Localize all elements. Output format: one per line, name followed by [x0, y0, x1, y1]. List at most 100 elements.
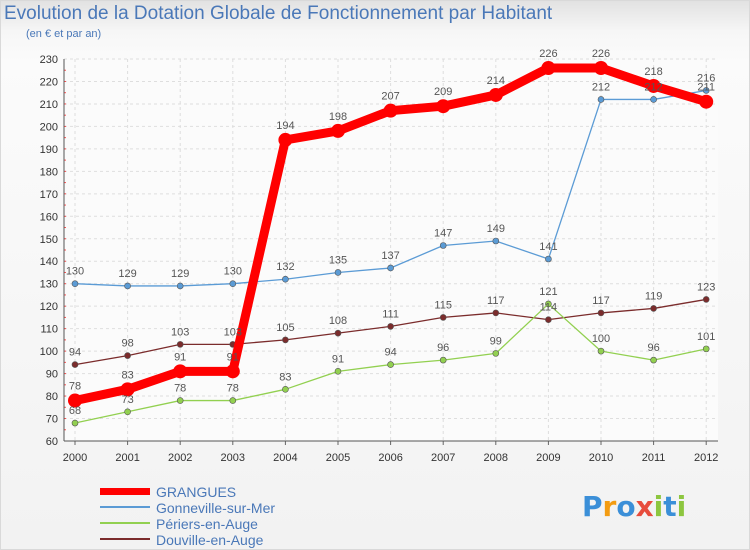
x-tick-label: 2001 — [115, 452, 139, 464]
data-label: 218 — [644, 66, 662, 78]
data-label: 117 — [592, 295, 610, 307]
data-point — [439, 242, 447, 249]
data-label: 130 — [66, 266, 84, 278]
y-tick-label: 190 — [40, 144, 58, 156]
data-label: 94 — [384, 347, 396, 359]
data-point — [229, 280, 237, 288]
data-point — [387, 361, 394, 368]
data-label: 91 — [174, 351, 186, 363]
y-tick-label: 100 — [40, 346, 58, 358]
data-label: 98 — [121, 338, 133, 350]
data-label: 198 — [329, 111, 347, 123]
data-label: 123 — [697, 281, 715, 293]
data-label: 96 — [437, 342, 449, 354]
legend-swatch — [100, 488, 150, 495]
data-label: 209 — [434, 86, 452, 98]
y-tick-label: 80 — [46, 391, 58, 403]
y-tick-label: 60 — [46, 436, 58, 448]
logo-letter: i — [676, 490, 687, 523]
data-point — [439, 356, 447, 364]
data-point — [702, 345, 710, 353]
data-point — [439, 314, 447, 321]
data-point — [68, 393, 82, 408]
x-tick-label: 2012 — [694, 452, 718, 464]
legend-swatch — [100, 538, 150, 540]
logo-letter: o — [616, 490, 636, 523]
x-tick-label: 2009 — [536, 452, 560, 464]
x-tick-label: 2006 — [378, 452, 402, 464]
data-point — [278, 132, 293, 147]
data-label: 100 — [592, 333, 610, 345]
data-point — [702, 87, 710, 94]
data-label: 137 — [381, 250, 399, 262]
x-tick-label: 2008 — [484, 452, 508, 464]
legend-item-grangues: GRANGUES — [100, 484, 360, 500]
data-label: 226 — [539, 48, 557, 60]
data-point — [176, 341, 184, 348]
data-label: 194 — [276, 120, 294, 132]
data-point — [334, 269, 342, 276]
x-tick-label: 2005 — [326, 452, 350, 464]
data-point — [597, 347, 605, 355]
legend-item-periers: Périers-en-Auge — [100, 516, 360, 532]
logo-letter: t — [663, 490, 677, 523]
data-point — [383, 103, 398, 118]
data-label: 119 — [645, 290, 663, 302]
data-label: 111 — [382, 308, 399, 320]
data-point — [225, 364, 240, 379]
data-point — [545, 255, 552, 263]
data-point — [650, 305, 657, 312]
y-tick-label: 220 — [40, 76, 58, 88]
data-label: 226 — [592, 48, 610, 60]
x-tick-label: 2004 — [273, 452, 297, 464]
y-tick-label: 230 — [40, 54, 58, 66]
data-label: 207 — [381, 91, 399, 103]
data-point — [594, 60, 608, 75]
data-point — [492, 237, 500, 245]
legend-swatch — [100, 506, 150, 508]
data-label: 132 — [276, 261, 294, 273]
data-label: 73 — [121, 394, 133, 406]
data-point — [699, 94, 714, 109]
data-point — [492, 350, 500, 357]
data-point — [488, 87, 503, 102]
logo-letter: r — [602, 490, 617, 523]
legend-label: GRANGUES — [156, 484, 237, 500]
data-label: 83 — [279, 371, 291, 383]
data-point — [173, 364, 188, 379]
x-tick-label: 2002 — [168, 452, 192, 464]
data-label: 149 — [487, 223, 505, 235]
data-point — [597, 96, 605, 103]
proxiti-logo: Proxiti — [582, 490, 686, 523]
data-label: 129 — [171, 268, 189, 280]
data-point — [71, 280, 79, 288]
data-point — [545, 300, 552, 308]
data-point — [650, 356, 657, 364]
y-tick-label: 70 — [46, 414, 58, 426]
legend-label: Périers-en-Auge — [156, 516, 258, 532]
data-label: 141 — [539, 241, 557, 253]
y-tick-label: 140 — [40, 256, 58, 268]
y-tick-label: 170 — [40, 189, 58, 201]
x-tick-label: 2000 — [63, 452, 87, 464]
data-label: 78 — [69, 381, 81, 393]
data-point — [334, 368, 342, 375]
data-label: 99 — [490, 335, 502, 347]
data-label: 91 — [227, 351, 239, 363]
data-point — [176, 282, 184, 290]
data-label: 212 — [644, 81, 662, 93]
y-tick-label: 120 — [40, 301, 58, 313]
data-point — [124, 352, 131, 359]
legend-item-douville: Douville-en-Auge — [100, 532, 360, 548]
data-label: 103 — [171, 326, 189, 338]
y-tick-label: 90 — [46, 369, 58, 381]
chart-legend: GRANGUES Gonneville-sur-Mer Périers-en-A… — [100, 484, 360, 548]
data-label: 103 — [224, 326, 242, 338]
data-point — [436, 99, 451, 114]
y-tick-label: 160 — [40, 211, 58, 223]
data-label: 91 — [332, 353, 344, 365]
chart-title: Evolution de la Dotation Globale de Fonc… — [4, 3, 553, 24]
logo-letter: x — [635, 490, 654, 523]
data-point — [334, 329, 342, 337]
logo-letter: P — [582, 490, 603, 523]
